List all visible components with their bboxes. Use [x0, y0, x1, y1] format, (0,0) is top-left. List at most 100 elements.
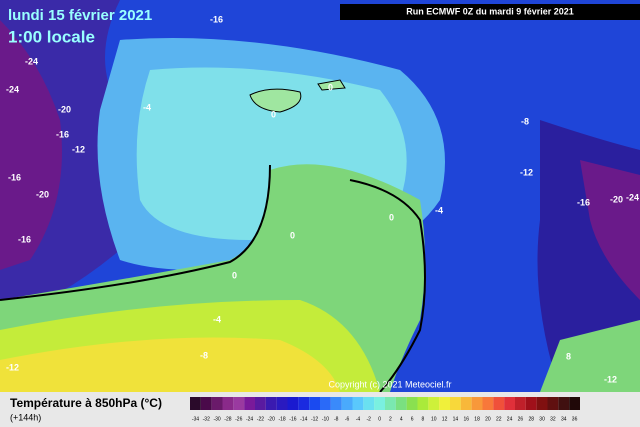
very-cold-region [580, 160, 640, 300]
very-cold-region [0, 20, 62, 270]
legend-label: -10 [322, 416, 329, 422]
legend-label: -30 [213, 416, 220, 422]
legend-swatch [287, 397, 299, 410]
contour-label: -16 [210, 14, 223, 24]
contour-label: 0 [389, 212, 394, 222]
legend-swatch [547, 397, 559, 410]
zero-isotherm [0, 164, 426, 393]
legend-swatch [569, 397, 580, 410]
run-banner [340, 4, 640, 20]
legend-label: 18 [474, 416, 480, 422]
legend-swatch [244, 397, 255, 410]
legend-label: -34 [192, 416, 199, 422]
contour-label: -24 [6, 84, 19, 94]
mild-region [540, 320, 640, 392]
legend-label: -24 [246, 416, 253, 422]
legend-swatch [515, 397, 526, 410]
legend-swatch [428, 397, 440, 410]
legend-label: -8 [334, 416, 339, 422]
contour-label: 0 [271, 109, 276, 119]
contour-label: -16 [8, 172, 21, 182]
legend-swatch [482, 397, 494, 410]
legend-label: 22 [496, 416, 502, 422]
legend-label: -28 [224, 416, 231, 422]
legend-label: -16 [289, 416, 296, 422]
legend-swatch [298, 397, 310, 410]
legend-title: Température à 850hPa (°C) [10, 396, 162, 410]
legend-swatch [417, 397, 429, 410]
legend-label: 14 [453, 416, 459, 422]
contour-label: -12 [520, 167, 533, 177]
legend-swatch [352, 397, 364, 410]
legend-label: 6 [411, 416, 414, 422]
legend-swatch [460, 397, 472, 410]
legend-label: -22 [257, 416, 264, 422]
legend-label: 2 [389, 416, 392, 422]
legend-swatch [341, 397, 353, 410]
legend-swatch [190, 397, 201, 410]
legend-label: -14 [300, 416, 307, 422]
legend-label: 36 [572, 416, 578, 422]
contour-label: -8 [200, 350, 208, 360]
contour-label: -24 [25, 56, 38, 66]
contour-label: -20 [58, 104, 71, 114]
legend-swatch [525, 397, 537, 410]
legend-label: 8 [422, 416, 425, 422]
legend-swatch [222, 397, 234, 410]
legend-label: 10 [431, 416, 437, 422]
warmer-region [0, 337, 340, 392]
legend-label: -20 [268, 416, 275, 422]
legend-label: -12 [311, 416, 318, 422]
contour-label: -16 [577, 197, 590, 207]
legend-label: 16 [463, 416, 469, 422]
legend-label: -6 [345, 416, 350, 422]
legend-label: 34 [561, 416, 567, 422]
contour-label: -4 [435, 205, 443, 215]
legend-swatch [233, 397, 245, 410]
copyright: Copyright (c) 2021 Meteociel.fr [328, 379, 451, 389]
legend-label: -18 [278, 416, 285, 422]
contour-label: 8 [566, 351, 571, 361]
contour-label: -16 [18, 234, 31, 244]
contour-label: -16 [56, 129, 69, 139]
contour-label: -24 [626, 192, 639, 202]
legend-swatch [406, 397, 418, 410]
contour-label: -4 [143, 102, 151, 112]
contour-label: -20 [610, 194, 623, 204]
legend-swatch [536, 397, 548, 410]
legend-label: 4 [400, 416, 403, 422]
contour-label: 0 [290, 230, 295, 240]
legend-label: 0 [378, 416, 381, 422]
forecast-date: lundi 15 février 2021 [8, 7, 152, 24]
legend-swatch [363, 397, 375, 410]
legend-swatch [385, 397, 396, 410]
legend-swatch [439, 397, 450, 410]
contour-label: -12 [72, 144, 85, 154]
island [317, 79, 346, 91]
legend-label: -4 [356, 416, 361, 422]
legend-label: 12 [442, 416, 448, 422]
contour-label: -4 [213, 314, 221, 324]
contour-label: 0 [328, 82, 333, 92]
legend-swatch [265, 397, 277, 410]
legend-swatch [276, 397, 288, 410]
forecast-time: 1:00 locale [8, 27, 95, 46]
legend-swatch [255, 397, 266, 410]
legend-swatch [558, 397, 570, 410]
legend-label: 32 [550, 416, 556, 422]
legend-swatch [200, 397, 212, 410]
legend-swatch [320, 397, 331, 410]
legend-label: 20 [485, 416, 491, 422]
legend-subtitle: (+144h) [10, 412, 41, 422]
legend-label: -32 [203, 416, 210, 422]
legend-swatch [374, 397, 385, 410]
legend-label: 28 [528, 416, 534, 422]
legend-swatch [504, 397, 515, 410]
legend-swatch [471, 397, 483, 410]
contour-label: -8 [521, 116, 529, 126]
contour-label: 0 [232, 270, 237, 280]
legend-swatch [450, 397, 461, 410]
legend-swatch [211, 397, 223, 410]
legend-swatch [309, 397, 320, 410]
